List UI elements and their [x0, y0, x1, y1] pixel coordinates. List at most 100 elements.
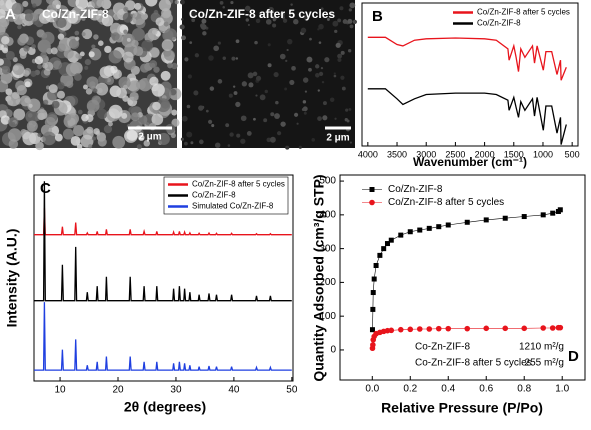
series-line [372, 209, 561, 330]
speck [293, 18, 299, 25]
grain [128, 106, 135, 114]
grain [149, 60, 158, 68]
grain [19, 52, 27, 59]
speck [327, 18, 330, 21]
plot-frame [33, 174, 294, 382]
plot-frame [361, 2, 579, 147]
grain [22, 0, 29, 7]
grain [164, 49, 175, 61]
speck [285, 59, 288, 63]
speck [339, 6, 344, 11]
grain [81, 28, 93, 40]
grain [108, 121, 113, 127]
grain [91, 136, 96, 141]
grain [122, 51, 134, 63]
grain [65, 62, 80, 77]
y-tick-label: 500 [319, 176, 336, 187]
speck [276, 131, 282, 136]
speck [329, 11, 333, 15]
grain [34, 56, 44, 65]
point [550, 210, 556, 216]
speck [194, 53, 200, 58]
grain [174, 0, 179, 5]
grain [44, 61, 54, 71]
grain [126, 37, 131, 42]
speck [179, 24, 185, 30]
series-line [34, 181, 292, 302]
x-tick-label: 1500 [504, 149, 524, 159]
grain [153, 66, 160, 73]
point [464, 325, 471, 332]
grain [161, 39, 174, 51]
y-tick-label: 300 [319, 243, 336, 254]
point [521, 214, 527, 220]
grain [17, 24, 22, 30]
speck [332, 20, 339, 27]
point [381, 246, 387, 252]
grain [54, 133, 63, 142]
speck [315, 64, 320, 69]
grain [76, 143, 83, 150]
point [388, 237, 394, 243]
grain [123, 6, 129, 12]
grain [103, 124, 113, 134]
grain [170, 132, 176, 139]
grain [12, 57, 18, 63]
speck [217, 41, 221, 45]
speck [329, 97, 335, 102]
speck [232, 85, 236, 88]
sem-texture [0, 0, 358, 151]
speck [337, 18, 342, 23]
panel-label: D [568, 348, 579, 365]
speck [219, 0, 224, 5]
speck [255, 94, 258, 97]
grain [42, 131, 56, 146]
grain [5, 50, 15, 60]
grain [68, 38, 80, 50]
speck [296, 122, 299, 125]
speck [266, 137, 272, 143]
speck [248, 82, 254, 88]
grain [151, 83, 165, 97]
grain [171, 109, 178, 116]
speck [279, 11, 285, 17]
grain [133, 46, 144, 57]
grain [149, 47, 160, 58]
x-axis-label: 2θ (degrees) [124, 399, 206, 415]
speck [235, 39, 240, 44]
grain [77, 55, 82, 60]
x-tick-label: 2000 [475, 149, 495, 159]
grain [109, 22, 122, 35]
grain [57, 90, 66, 99]
speck [240, 115, 247, 122]
speck [294, 112, 299, 117]
speck [291, 65, 296, 71]
annotation: Co-Zn-ZIF-8 [415, 342, 470, 353]
grain [27, 98, 41, 112]
speck [213, 45, 220, 52]
grain [108, 104, 123, 119]
grain [44, 116, 56, 128]
grain [122, 95, 129, 102]
grain [81, 113, 89, 122]
grain [152, 101, 161, 111]
speck [269, 136, 276, 143]
grain [151, 113, 164, 126]
speck [184, 57, 189, 62]
grain [89, 8, 101, 21]
grain [93, 34, 99, 40]
grain [118, 76, 131, 89]
x-tick-label: 10 [55, 385, 67, 396]
speck [335, 42, 341, 48]
grain [108, 50, 122, 64]
speck [236, 133, 241, 138]
speck [322, 115, 328, 121]
speck [241, 81, 248, 87]
legend-swatch [369, 187, 375, 192]
grain [112, 2, 126, 16]
scale-label: 2 μm [138, 132, 161, 143]
speck [180, 137, 184, 141]
speck [255, 18, 261, 24]
point [416, 326, 423, 332]
speck [309, 37, 312, 41]
